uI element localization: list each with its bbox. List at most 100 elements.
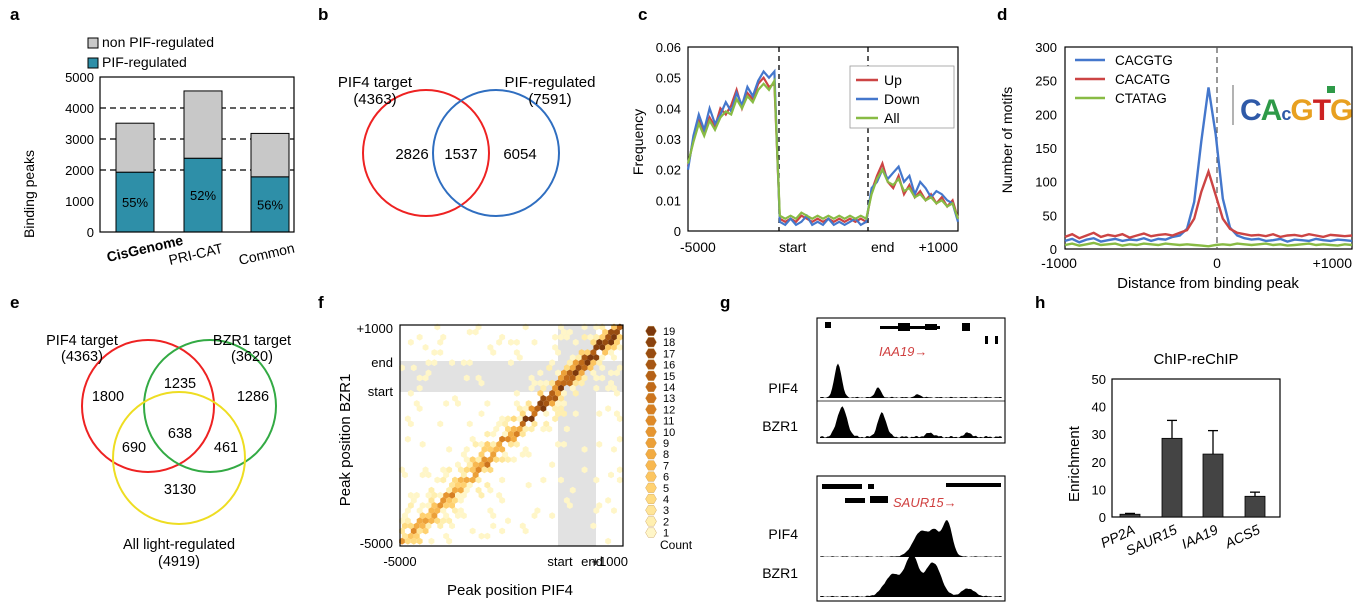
b-right-only: 6054 xyxy=(503,146,536,163)
f-y-tick-labels: +1000 end start -5000 xyxy=(356,321,393,551)
f-hexbin-cell xyxy=(440,517,447,525)
a-plot-frame xyxy=(99,76,295,233)
f-hexbin-cell xyxy=(487,466,494,474)
f-hexbin-cell xyxy=(505,415,511,423)
f-hexbin-cell xyxy=(593,384,600,392)
f-hexbin-cell xyxy=(581,446,588,453)
f-hexbin-cell xyxy=(590,359,597,367)
f-hexbin-cell xyxy=(519,522,526,530)
f-hexbin-cell xyxy=(616,476,623,484)
f-colorbar-label: 7 xyxy=(663,460,669,472)
f-hexbin-cell xyxy=(413,491,420,499)
f-hexbin-cell xyxy=(463,446,470,453)
d-plot-frame xyxy=(1064,46,1353,250)
c-y-tick-label: 0.02 xyxy=(656,163,681,178)
f-hexbin-cell xyxy=(508,338,514,346)
f-hexbin-cell xyxy=(472,461,479,469)
g-trace-bzr1-bottom xyxy=(820,553,1002,597)
f-hexbin-cell xyxy=(549,389,556,397)
a-bar-percent-label: 55% xyxy=(122,195,148,210)
f-hexbin-cell xyxy=(410,527,417,535)
g-gene-saur15: SAUR15→ xyxy=(893,495,957,510)
gene-block xyxy=(995,336,998,344)
a-y-tick-label: 2000 xyxy=(65,163,94,178)
f-hexbin-cell xyxy=(443,512,450,520)
e-b-label: BZR1 target xyxy=(213,333,291,349)
f-hexbin-cell xyxy=(407,389,414,397)
f-hexbin-cell xyxy=(416,537,423,545)
f-hexbin-cell xyxy=(493,446,500,453)
f-hexbin-cell xyxy=(422,374,429,382)
f-hexbin-cell xyxy=(460,491,467,499)
f-colorbar-label: 6 xyxy=(663,472,669,484)
d-y-tick-label: 100 xyxy=(1035,175,1057,190)
f-hexbin-cell xyxy=(510,425,517,433)
f-hexbin-cell xyxy=(431,349,438,356)
c-series-lines xyxy=(686,68,960,227)
f-hexbin-cell xyxy=(437,522,444,530)
f-colorbar-label: 11 xyxy=(663,416,674,428)
d-x-tick-label: -1000 xyxy=(1041,255,1077,271)
f-hexbin-cell xyxy=(484,430,491,438)
f-hexbin-cell xyxy=(502,451,508,458)
f-colorbar-swatch xyxy=(645,471,657,482)
f-plot-frame xyxy=(399,324,624,547)
f-hexbin-cell xyxy=(457,507,464,514)
f-hexbin-cell xyxy=(555,369,561,377)
f-hexbin-cell xyxy=(425,502,432,509)
f-hexbin-cell xyxy=(528,384,535,392)
f-hexbin-cell xyxy=(416,333,423,341)
f-hexbin-cell xyxy=(569,354,576,361)
f-hexbin-cell xyxy=(522,446,529,453)
f-hexbin-cell xyxy=(502,420,508,428)
gene-block xyxy=(898,323,910,331)
f-hexbin-cell xyxy=(446,497,453,504)
panel-g: g IAA19→ PIF4 BZR1 SAUR15→ PIF4 BZR1 xyxy=(720,293,1006,602)
f-hexbin-cell xyxy=(528,415,535,423)
f-hexbin-cell xyxy=(425,512,432,520)
f-hexbin-cell xyxy=(605,384,612,392)
g-trace-bzr1-top xyxy=(820,406,1002,438)
f-hexbin-cell xyxy=(419,502,426,509)
f-colorbar-label: 5 xyxy=(663,483,669,495)
f-colorbar-label: 4 xyxy=(663,494,669,506)
f-hexbin-cell xyxy=(510,456,517,463)
f-hexbin-cell xyxy=(569,384,576,392)
d-line-ctatag xyxy=(1064,241,1353,248)
f-hexbin-cell xyxy=(563,374,570,382)
f-hexbin-cell xyxy=(546,425,553,433)
motif-logo: CAcGTG xyxy=(1232,85,1353,127)
f-colorbar-label: 17 xyxy=(663,348,675,360)
h-bar-pp2a xyxy=(1119,513,1141,518)
f-hexbin-cell xyxy=(522,527,529,535)
f-hexbin-cell xyxy=(608,338,614,346)
f-y-tick-label: +1000 xyxy=(356,321,393,336)
f-hexbin-cell xyxy=(475,466,482,474)
f-hexbin-cell xyxy=(416,507,423,514)
f-hexbin-cell xyxy=(437,502,444,509)
c-legend-label-down: Down xyxy=(884,91,920,107)
panel-b: b PIF4 target (4363) PIF-regulated (7591… xyxy=(318,5,595,217)
h-title: ChIP-reChIP xyxy=(1153,351,1238,368)
f-hexbin-cell xyxy=(563,333,570,341)
f-hexbin-cell xyxy=(493,425,500,433)
f-colorbar-swatch xyxy=(645,482,657,493)
f-hexbin-cell xyxy=(419,522,426,530)
f-hexbin-cell xyxy=(587,354,594,361)
f-hexbin-cell xyxy=(478,379,485,387)
f-hexbin-cell xyxy=(437,420,444,428)
f-hexbin-cell xyxy=(404,537,411,545)
f-colorbar-label: 13 xyxy=(663,393,675,405)
f-hexbin-cell xyxy=(531,379,538,387)
f-y-tick-label: end xyxy=(371,355,393,370)
f-hexbin-cell xyxy=(587,364,594,372)
f-hexbin-cell xyxy=(558,395,564,402)
f-colorbar-swatch xyxy=(645,505,657,516)
f-hexbin-cell xyxy=(416,527,423,535)
f-hexbin-cell xyxy=(413,522,420,530)
f-hexbin-cell xyxy=(419,440,426,448)
f-hexbin-cell xyxy=(463,466,470,474)
f-hexbin-cell xyxy=(469,466,476,474)
c-y-tick-label: 0 xyxy=(674,224,681,239)
f-hexbin-cell xyxy=(419,471,426,479)
